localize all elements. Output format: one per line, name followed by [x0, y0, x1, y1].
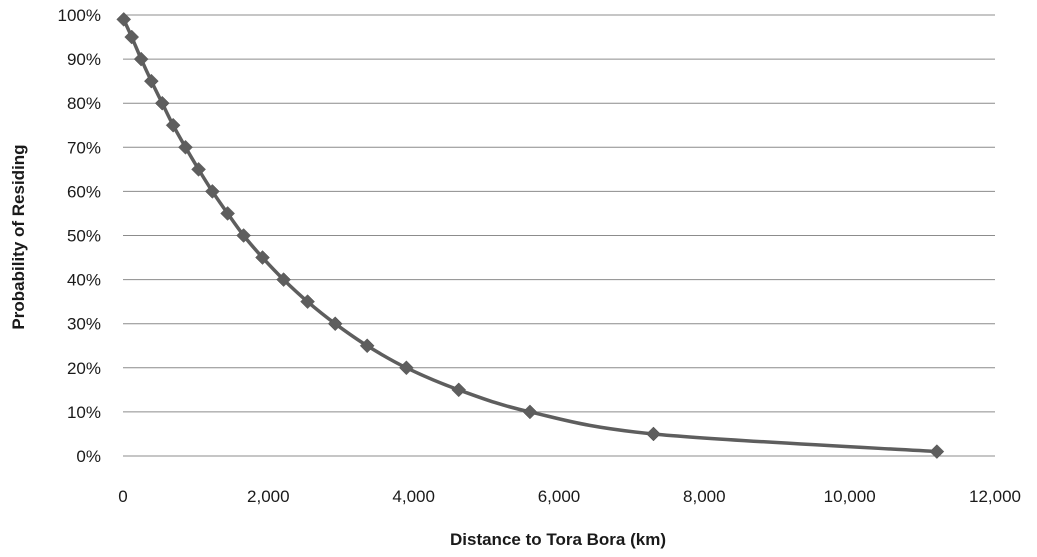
data-point [191, 161, 206, 177]
x-tick-label: 4,000 [392, 487, 435, 506]
data-point [255, 250, 270, 265]
data-point [116, 12, 132, 27]
x-tick-label: 8,000 [683, 487, 726, 506]
series-line [121, 17, 939, 454]
data-point [300, 294, 315, 310]
x-tick-label: 6,000 [538, 487, 581, 506]
x-axis-title: Distance to Tora Bora (km) [450, 530, 666, 549]
y-tick-label: 50% [67, 227, 101, 246]
x-tick-label: 10,000 [824, 487, 876, 506]
data-point [205, 184, 220, 199]
x-tick-label: 0 [118, 487, 127, 506]
y-axis-title: Probability of Residing [9, 144, 28, 329]
y-tick-label: 100% [58, 6, 101, 25]
data-point [522, 404, 538, 420]
x-tick-label: 12,000 [969, 487, 1021, 506]
data-point [451, 382, 467, 398]
data-point [143, 73, 159, 89]
data-point [124, 29, 140, 45]
y-tick-label: 20% [67, 359, 101, 378]
data-point [399, 360, 414, 376]
y-tick-label: 0% [76, 447, 101, 466]
data-point [220, 206, 235, 221]
data-point [133, 51, 149, 67]
y-axis-ticks: 0% 10% 20% 30% 40% 50% 60% 70% 80% 90% 100% [58, 6, 101, 466]
data-point [236, 228, 251, 243]
y-tick-label: 70% [67, 138, 101, 157]
data-point [327, 316, 343, 332]
data-point [165, 117, 181, 133]
data-point [154, 95, 170, 111]
y-tick-label: 30% [67, 315, 101, 334]
y-tick-label: 60% [67, 182, 101, 201]
y-tick-label: 10% [67, 403, 101, 422]
data-point [646, 426, 661, 442]
y-tick-label: 40% [67, 271, 101, 290]
data-point [178, 139, 193, 155]
x-tick-label: 2,000 [247, 487, 290, 506]
series-markers [116, 12, 945, 459]
data-point [929, 444, 945, 459]
gridlines [123, 14, 995, 457]
series [116, 12, 945, 459]
x-axis-ticks: 0 2,000 4,000 6,000 8,000 10,000 12,000 [118, 487, 1021, 506]
y-tick-label: 90% [67, 50, 101, 69]
y-tick-label: 80% [67, 94, 101, 113]
data-point [276, 272, 291, 287]
data-point [359, 338, 375, 354]
